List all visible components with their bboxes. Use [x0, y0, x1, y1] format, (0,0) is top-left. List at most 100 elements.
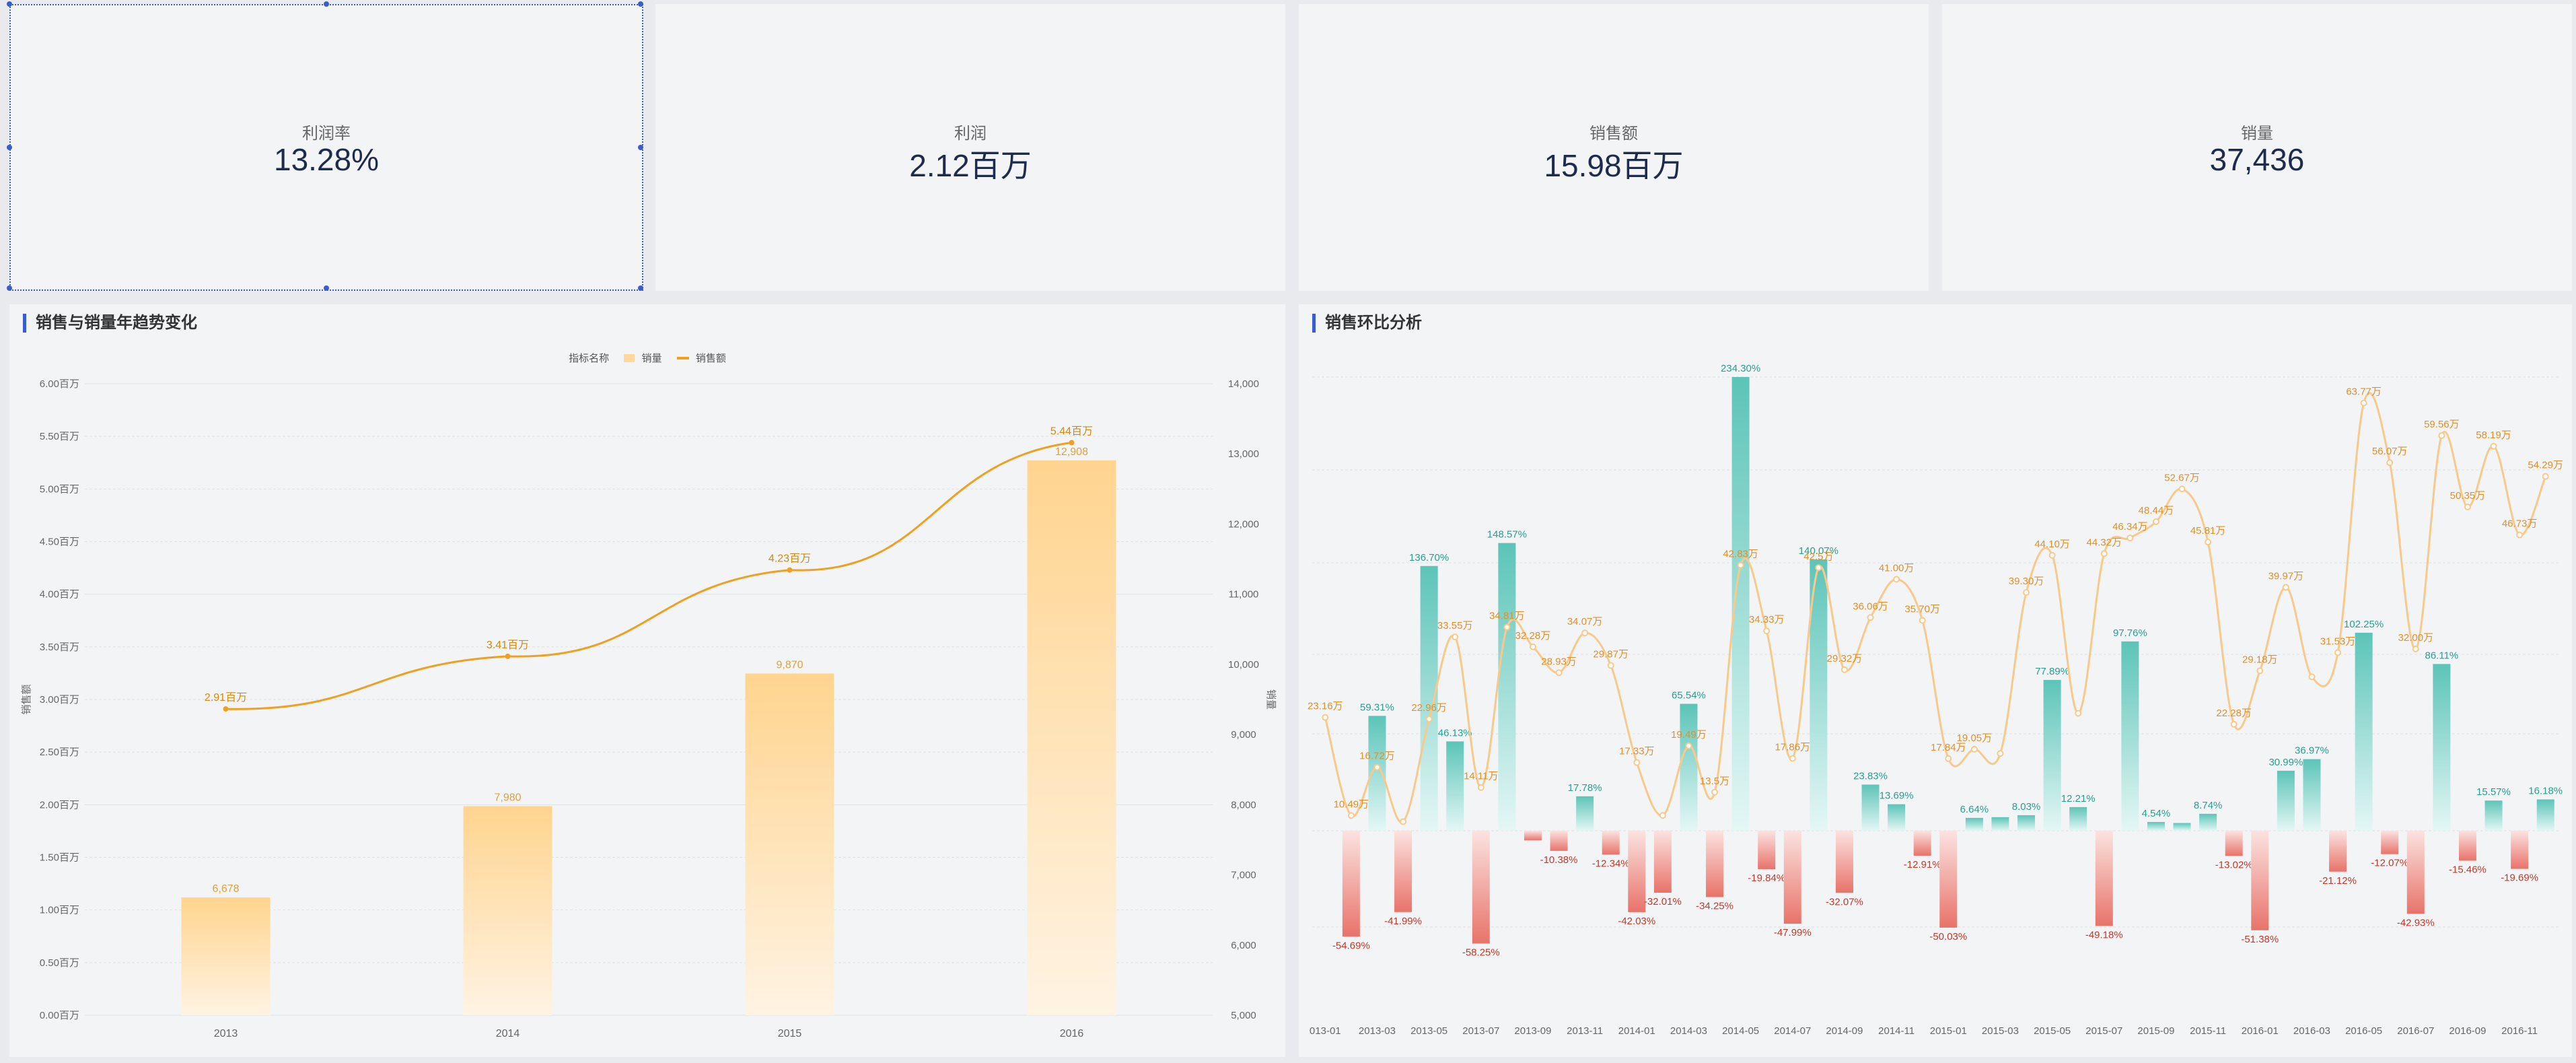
- bar-value-label: 12,908: [1055, 446, 1088, 458]
- line-point: [2516, 531, 2524, 539]
- y2-tick-label: 9,000: [1231, 729, 1256, 741]
- bar-value-label: 7,980: [494, 792, 521, 803]
- legend-label-line[interactable]: 销售额: [695, 353, 726, 364]
- bar-positive: [2017, 815, 2036, 831]
- mom-panel[interactable]: 销售环比分析 -54.69% 59.31% -41.99% 136.70% 46.13%…: [1299, 304, 2572, 1057]
- line-value-label: 34.81万: [1489, 611, 1525, 622]
- bar-value-label: -58.25%: [1462, 947, 1500, 959]
- line-value-label: 17.86万: [1775, 742, 1811, 753]
- resize-handle[interactable]: [7, 145, 12, 150]
- bar-value-label: 13.69%: [1880, 790, 1914, 802]
- line-value-label: 36.06万: [1853, 601, 1888, 612]
- line-value-label: 46.34万: [2112, 521, 2148, 533]
- x-tick-label: 2016: [1060, 1028, 1084, 1039]
- line-value-label: 35.70万: [1904, 603, 1940, 615]
- y-tick-label: 4.50百万: [40, 537, 79, 548]
- bar-negative: [2251, 831, 2269, 930]
- x-tick-label: 2015: [778, 1028, 802, 1039]
- panel-title: 销售与销量年趋势变化: [23, 314, 197, 333]
- line-point: [1659, 812, 1666, 819]
- bar-positive: [1576, 796, 1594, 831]
- y-tick-label: 0.00百万: [40, 1010, 79, 1021]
- bar-positive: [2484, 800, 2503, 831]
- line-point: [1893, 576, 1900, 583]
- panel-title: 销售环比分析: [1312, 314, 1422, 333]
- bar-value-label: 136.70%: [1409, 552, 1449, 563]
- resize-handle[interactable]: [638, 285, 643, 291]
- line-value-label: 44.10万: [2034, 539, 2070, 550]
- x-tick-label: 2015-05: [2034, 1025, 2071, 1037]
- resize-handle[interactable]: [7, 1, 12, 7]
- x-tick-label: 2013-09: [1514, 1025, 1551, 1037]
- line-point: [2178, 485, 2186, 493]
- bar-value-label: -42.93%: [2397, 917, 2435, 928]
- bar-positive: [1861, 784, 1880, 831]
- line-value-label: 22.28万: [2216, 708, 2252, 719]
- bar-positive: [2043, 679, 2061, 831]
- y-axis-title: 销售额: [21, 684, 32, 714]
- bar-positive: [2433, 664, 2451, 831]
- y2-tick-label: 5,000: [1231, 1010, 1256, 1021]
- x-tick-label: 2015-01: [1930, 1025, 1967, 1037]
- bar-value-label: -19.69%: [2501, 872, 2538, 884]
- resize-handle[interactable]: [324, 285, 329, 291]
- bar: [463, 806, 552, 1015]
- legend-title: 指标名称: [569, 353, 610, 364]
- bar-value-label: 140.07%: [1799, 545, 1838, 557]
- line-value-label: 52.67万: [2164, 472, 2200, 483]
- resize-handle[interactable]: [638, 1, 643, 7]
- legend-label-bar[interactable]: 销量: [641, 353, 662, 364]
- line-value-label: 3.41百万: [487, 640, 529, 651]
- y2-tick-label: 14,000: [1228, 378, 1259, 390]
- y2-tick-label: 6,000: [1231, 940, 1256, 951]
- line-point: [1840, 666, 1848, 673]
- bar-value-label: -50.03%: [1929, 931, 1967, 942]
- line-point: [2152, 518, 2159, 525]
- kpi-card-profit-rate[interactable]: 利润率 13.28%: [7, 1, 643, 291]
- bar-negative: [1628, 831, 1646, 912]
- bar-value-label: 102.25%: [2344, 619, 2384, 630]
- line-value-label: 10.49万: [1334, 798, 1369, 810]
- line-value-label: 46.73万: [2502, 518, 2538, 530]
- line-point: [1347, 812, 1355, 819]
- legend-swatch-line[interactable]: [676, 356, 689, 359]
- x-tick-label: 2015-03: [1982, 1025, 2019, 1037]
- bar-negative: [1550, 831, 1568, 851]
- line-value-label: 14.11万: [1464, 771, 1498, 782]
- y-tick-label: 2.00百万: [40, 799, 79, 811]
- line-point: [1069, 440, 1075, 446]
- kpi-value: 15.98百万: [1544, 148, 1684, 183]
- kpi-card-profit[interactable]: 利润 2.12百万: [655, 4, 1285, 291]
- bar-negative: [1758, 831, 1776, 870]
- y-tick-label: 2.50百万: [40, 747, 79, 758]
- line-value-label: 23.16万: [1308, 701, 1343, 712]
- resize-handle[interactable]: [7, 285, 12, 291]
- resize-handle[interactable]: [324, 1, 329, 7]
- line-point: [2490, 442, 2497, 450]
- line-value-label: 41.00万: [1879, 563, 1915, 574]
- kpi-label: 销量: [2241, 125, 2273, 143]
- bar-positive: [1888, 804, 1906, 831]
- line-value-label: 34.07万: [1567, 616, 1603, 627]
- kpi-card-quantity[interactable]: 销量 37,436: [1942, 4, 2572, 291]
- line-point: [2256, 667, 2264, 675]
- line-point: [2308, 673, 2316, 681]
- legend-swatch-bar[interactable]: [624, 353, 635, 362]
- bar-value-label: 234.30%: [1721, 363, 1760, 374]
- bar-negative: [1602, 831, 1620, 855]
- bar-negative: [2458, 831, 2476, 861]
- bar-value-label: 4.54%: [2142, 808, 2171, 819]
- bar-value-label: -19.84%: [1748, 872, 1785, 884]
- bar-negative: [1913, 831, 1931, 856]
- line-value-label: 50.35万: [2450, 490, 2486, 502]
- trend-panel[interactable]: 销售与销量年趋势变化 指标名称 销量 销售额 0.00百万 0.50百万 1.00百…: [9, 304, 1285, 1057]
- bar: [745, 673, 834, 1015]
- line-point: [2542, 473, 2549, 480]
- y-tick-label: 5.50百万: [40, 431, 79, 442]
- bar-value-label: -15.46%: [2449, 864, 2486, 875]
- resize-handle[interactable]: [638, 145, 643, 150]
- x-tick-label: 2014-03: [1670, 1025, 1707, 1037]
- kpi-card-sales[interactable]: 销售额 15.98百万: [1299, 4, 1929, 291]
- y-tick-label: 3.00百万: [40, 694, 79, 706]
- kpi-value: 37,436: [2209, 142, 2305, 177]
